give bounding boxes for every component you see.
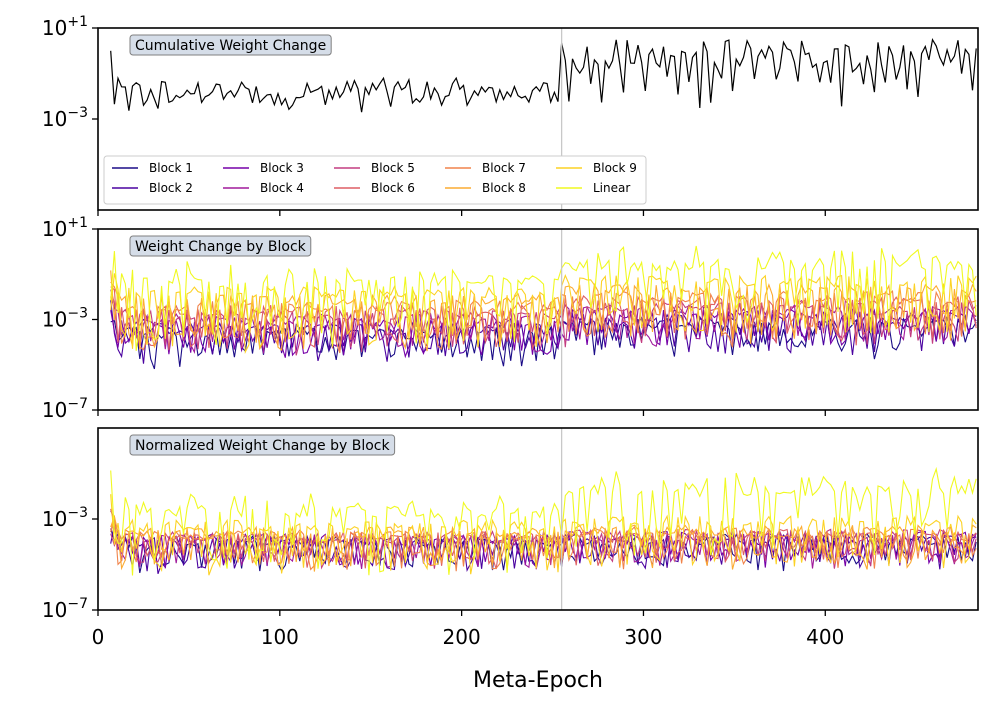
panel-normalized-weight-change-by-block: 10−3 10−7 Normalized Weight Change by Blo… bbox=[42, 427, 979, 622]
legend-entry: Block 7 bbox=[482, 161, 526, 175]
x-tick-label: 0 bbox=[92, 625, 105, 649]
legend-entry: Block 1 bbox=[149, 161, 193, 175]
series-line-cumulative bbox=[110, 38, 977, 113]
y-tick-label: 10−7 bbox=[42, 396, 88, 422]
x-axis: 0 100 200 300 400 bbox=[92, 625, 845, 649]
panel-cumulative-weight-change: 10+1 10−3 Cumulative Weight Change Block … bbox=[42, 14, 979, 216]
x-tick-label: 200 bbox=[443, 625, 481, 649]
y-tick-label: 10+1 bbox=[42, 14, 88, 40]
series-line-block-3 bbox=[110, 307, 977, 359]
series-line-block-9 bbox=[110, 494, 977, 576]
series-line-block-8 bbox=[110, 270, 977, 352]
legend-entry: Block 2 bbox=[149, 181, 193, 195]
legend-entry: Block 8 bbox=[482, 181, 526, 195]
panel-title: Normalized Weight Change by Block bbox=[129, 434, 396, 456]
x-tick-label: 400 bbox=[806, 625, 844, 649]
legend-entry: Block 6 bbox=[371, 181, 415, 195]
series-line-block-9 bbox=[110, 273, 977, 354]
panel-title: Cumulative Weight Change bbox=[129, 34, 332, 56]
legend-entry: Linear bbox=[593, 181, 630, 195]
svg-text:Cumulative Weight Change: Cumulative Weight Change bbox=[135, 38, 326, 54]
legend-entry: Block 4 bbox=[260, 181, 304, 195]
x-axis-label: Meta-Epoch bbox=[473, 668, 603, 693]
legend-entry: Block 3 bbox=[260, 161, 304, 175]
series-line-linear bbox=[110, 466, 977, 576]
legend-entry: Block 9 bbox=[593, 161, 637, 175]
panel-weight-change-by-block: 10+1 10−3 10−7 Weight Change by Block bbox=[42, 215, 979, 422]
y-tick-label: 10−3 bbox=[42, 105, 88, 131]
svg-text:Normalized Weight Change by Bl: Normalized Weight Change by Block bbox=[135, 438, 390, 454]
y-tick-label: 10−3 bbox=[42, 505, 88, 531]
legend-entry: Block 5 bbox=[371, 161, 415, 175]
x-tick-label: 100 bbox=[261, 625, 299, 649]
y-tick-label: 10−7 bbox=[42, 596, 88, 622]
svg-text:Weight Change by Block: Weight Change by Block bbox=[135, 239, 307, 255]
legend: Block 1 Block 2 Block 3 Block 4 Block 5 Block… bbox=[103, 155, 647, 205]
series-line-linear bbox=[110, 245, 977, 351]
panel-title: Weight Change by Block bbox=[129, 235, 312, 257]
x-tick-label: 300 bbox=[624, 625, 662, 649]
y-tick-label: 10−3 bbox=[42, 306, 88, 332]
y-tick-label: 10+1 bbox=[42, 215, 88, 241]
